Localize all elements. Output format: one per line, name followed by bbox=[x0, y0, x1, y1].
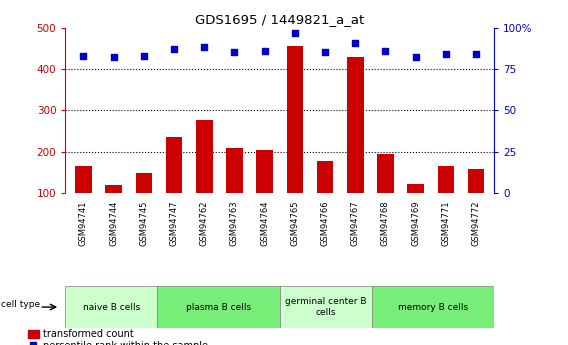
Bar bbox=[437, 166, 454, 193]
Text: cell type: cell type bbox=[1, 300, 40, 309]
Text: GSM94745: GSM94745 bbox=[139, 201, 148, 246]
Text: GSM94744: GSM94744 bbox=[109, 201, 118, 246]
Bar bbox=[226, 148, 243, 193]
Bar bbox=[75, 166, 92, 193]
Bar bbox=[136, 173, 152, 193]
Bar bbox=[407, 184, 424, 193]
Bar bbox=[317, 161, 333, 193]
Text: naive B cells: naive B cells bbox=[82, 303, 140, 312]
Bar bbox=[371, 286, 494, 328]
Text: plasma B cells: plasma B cells bbox=[186, 303, 251, 312]
Bar bbox=[256, 150, 273, 193]
Text: GSM94762: GSM94762 bbox=[200, 201, 209, 246]
Bar bbox=[157, 286, 280, 328]
Point bbox=[350, 40, 360, 45]
Legend: transformed count, percentile rank within the sample: transformed count, percentile rank withi… bbox=[28, 329, 208, 345]
Text: GSM94771: GSM94771 bbox=[441, 201, 450, 246]
Point bbox=[441, 51, 450, 57]
Text: GSM94768: GSM94768 bbox=[381, 201, 390, 246]
Bar bbox=[65, 286, 157, 328]
Text: GSM94772: GSM94772 bbox=[471, 201, 481, 246]
Bar bbox=[196, 119, 212, 193]
Bar bbox=[166, 137, 182, 193]
Bar bbox=[377, 154, 394, 193]
Text: GSM94769: GSM94769 bbox=[411, 201, 420, 246]
Text: GSM94766: GSM94766 bbox=[320, 201, 329, 246]
Point bbox=[471, 51, 481, 57]
Title: GDS1695 / 1449821_a_at: GDS1695 / 1449821_a_at bbox=[195, 13, 364, 27]
Bar bbox=[467, 169, 485, 193]
Bar bbox=[105, 185, 122, 193]
Point bbox=[411, 55, 420, 60]
Bar bbox=[347, 57, 364, 193]
Point bbox=[260, 48, 269, 53]
Text: GSM94741: GSM94741 bbox=[79, 201, 88, 246]
Point bbox=[320, 50, 329, 55]
Point bbox=[230, 50, 239, 55]
Point bbox=[200, 45, 209, 50]
Text: GSM94764: GSM94764 bbox=[260, 201, 269, 246]
Text: GSM94767: GSM94767 bbox=[351, 201, 360, 246]
Point bbox=[381, 48, 390, 53]
Text: GSM94747: GSM94747 bbox=[169, 201, 178, 246]
Text: GSM94763: GSM94763 bbox=[230, 201, 239, 246]
Point bbox=[169, 46, 178, 52]
Point bbox=[139, 53, 148, 59]
Point bbox=[79, 53, 88, 59]
Point bbox=[290, 30, 299, 35]
Point bbox=[109, 55, 118, 60]
Text: memory B cells: memory B cells bbox=[398, 303, 468, 312]
Text: germinal center B
cells: germinal center B cells bbox=[285, 297, 366, 317]
Bar bbox=[286, 46, 303, 193]
Text: GSM94765: GSM94765 bbox=[290, 201, 299, 246]
Bar bbox=[280, 286, 371, 328]
